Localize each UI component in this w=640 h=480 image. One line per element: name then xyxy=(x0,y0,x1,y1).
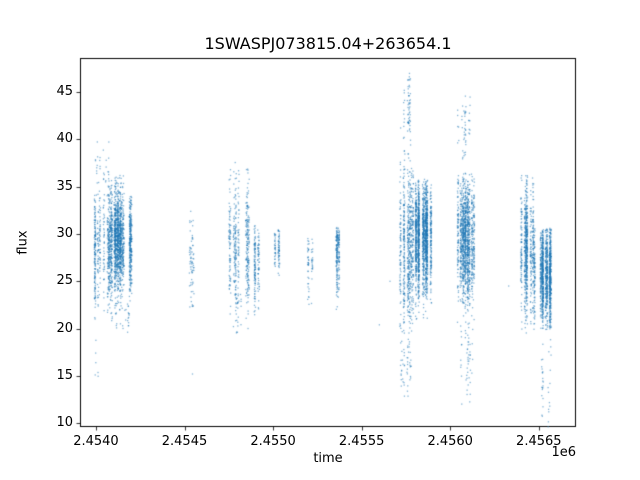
x-tick-label: 2.4550 xyxy=(250,434,296,449)
y-tick-label: 40 xyxy=(56,131,73,147)
y-tick-label: 45 xyxy=(56,84,73,100)
x-tick-label: 2.4540 xyxy=(73,434,119,449)
axis-offset-label: 1e6 xyxy=(551,445,576,460)
y-tick-label: 25 xyxy=(56,273,73,289)
x-tick-label: 2.4555 xyxy=(338,434,385,449)
y-tick-label: 35 xyxy=(56,178,73,194)
y-tick-label: 10 xyxy=(56,415,73,431)
x-tick-label: 2.4560 xyxy=(427,434,473,449)
chart-title: 1SWASPJ073815.04+263654.1 xyxy=(204,34,452,53)
x-axis-label: time xyxy=(313,451,343,466)
x-tick-label: 2.4565 xyxy=(516,434,562,449)
x-tick-label: 2.4545 xyxy=(161,434,208,449)
y-axis-label: flux xyxy=(15,230,31,255)
y-tick-label: 30 xyxy=(56,225,73,241)
y-tick-label: 20 xyxy=(56,320,73,336)
y-tick-label: 15 xyxy=(56,367,73,383)
